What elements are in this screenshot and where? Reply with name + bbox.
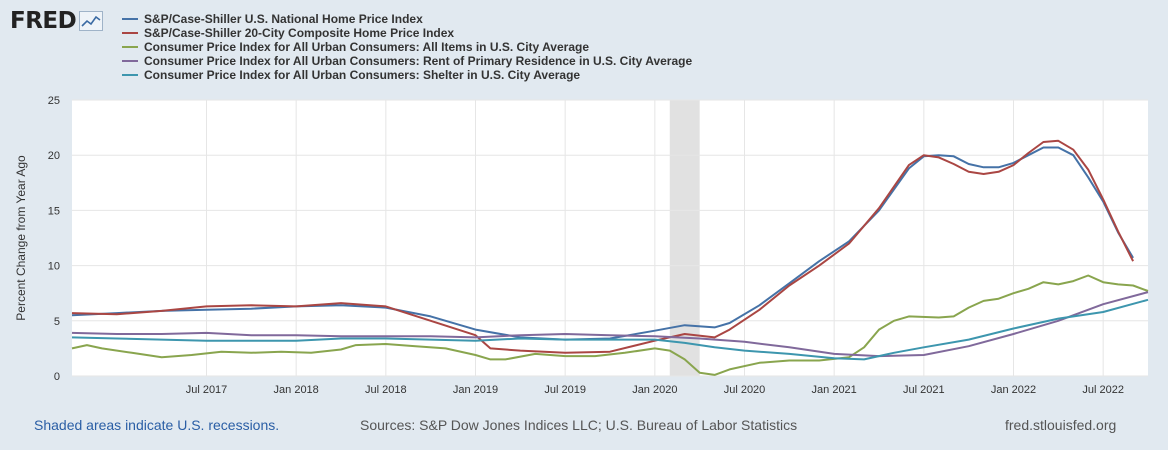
legend-item-2: S&P/Case-Shiller 20-City Composite Home …: [122, 26, 692, 40]
recession-band: [669, 100, 700, 376]
legend-swatch: [122, 60, 138, 62]
series-line-5: [71, 298, 1149, 361]
legend-label: S&P/Case-Shiller U.S. National Home Pric…: [144, 12, 423, 26]
legend-item-1: S&P/Case-Shiller U.S. National Home Pric…: [122, 12, 692, 26]
x-tick-label: Jan 2020: [632, 384, 677, 396]
y-tick-label: 10: [48, 261, 60, 273]
logo-text: FRED: [10, 8, 77, 34]
legend-swatch: [122, 32, 138, 34]
gridlines: [72, 99, 1148, 377]
x-tick-label: Jul 2018: [365, 384, 407, 396]
series-lines: [71, 139, 1149, 376]
y-tick-label: 20: [48, 150, 60, 162]
recessions-note-link[interactable]: Shaded areas indicate U.S. recessions.: [34, 417, 280, 433]
legend-label: Consumer Price Index for All Urban Consu…: [144, 68, 581, 82]
plot-background: [72, 100, 1148, 376]
x-tick-label: Jul 2020: [724, 384, 766, 396]
y-tick-label: 15: [48, 205, 60, 217]
fred-logo[interactable]: FRED: [10, 8, 104, 34]
y-tick-label: 25: [48, 95, 60, 107]
y-tick-label: 5: [54, 316, 60, 328]
chart-legend: S&P/Case-Shiller U.S. National Home Pric…: [122, 12, 692, 82]
legend-item-5: Consumer Price Index for All Urban Consu…: [122, 68, 692, 82]
series-line-2: [71, 139, 1134, 354]
legend-item-4: Consumer Price Index for All Urban Consu…: [122, 54, 692, 68]
legend-swatch: [122, 18, 138, 20]
legend-label: S&P/Case-Shiller 20-City Composite Home …: [144, 26, 455, 40]
legend-label: Consumer Price Index for All Urban Consu…: [144, 54, 693, 68]
x-tick-label: Jul 2021: [903, 384, 945, 396]
y-tick-label: 0: [54, 371, 60, 383]
x-tick-label: Jul 2019: [544, 384, 586, 396]
series-line-4: [71, 291, 1149, 358]
legend-swatch: [122, 46, 138, 48]
x-tick-label: Jan 2018: [274, 384, 319, 396]
legend-label: Consumer Price Index for All Urban Consu…: [144, 40, 589, 54]
x-tick-labels: Jul 2017 Jan 2018 Jul 2018 Jan 2019 Jul 2019…: [186, 384, 1124, 396]
line-chart-icon: [79, 11, 104, 31]
sources-note: Sources: S&P Dow Jones Indices LLC; U.S.…: [360, 417, 798, 433]
fred-site-link[interactable]: fred.stlouisfed.org: [1005, 417, 1117, 433]
recession-bands: [669, 100, 700, 376]
series-line-3: [71, 274, 1149, 376]
x-tick-label: Jan 2022: [991, 384, 1036, 396]
y-tick-labels: 0 5 10 15 20 25: [48, 95, 60, 383]
series-line-1: [71, 146, 1134, 341]
x-tick-label: Jan 2019: [453, 384, 498, 396]
x-tick-label: Jan 2021: [812, 384, 857, 396]
legend-swatch: [122, 74, 138, 76]
x-tick-label: Jul 2017: [186, 384, 228, 396]
x-tick-label: Jul 2022: [1082, 384, 1124, 396]
legend-item-3: Consumer Price Index for All Urban Consu…: [122, 40, 692, 54]
